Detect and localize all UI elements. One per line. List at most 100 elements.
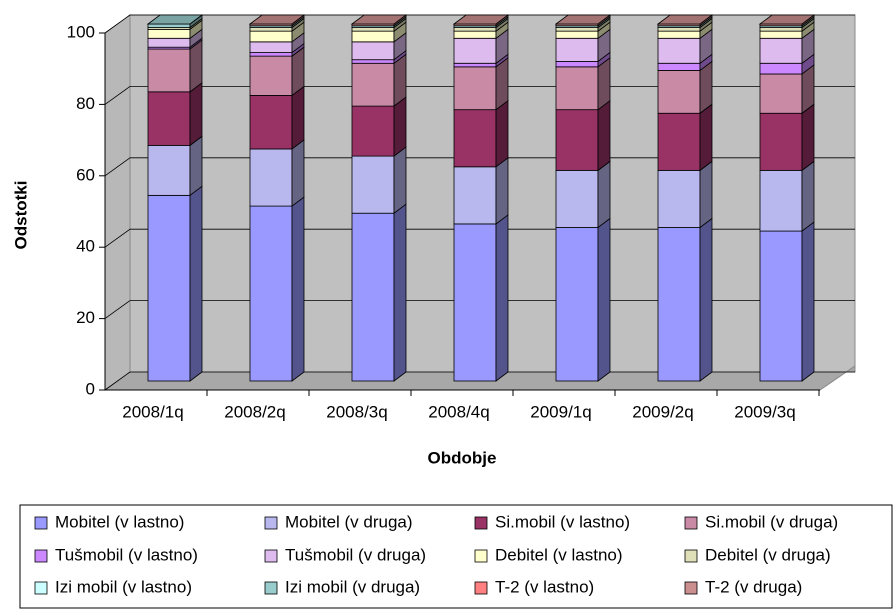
bar-side xyxy=(495,99,509,168)
bar-side xyxy=(189,82,203,147)
legend-label: Tušmobil (v druga) xyxy=(285,545,426,564)
x-tick-label: 2008/4q xyxy=(428,402,489,421)
bar-segment xyxy=(453,37,497,64)
y-tick-label: 40 xyxy=(76,237,95,256)
bar-segment xyxy=(657,227,701,382)
bar-segment xyxy=(555,37,599,62)
bar-top xyxy=(452,14,510,25)
legend-label: Izi mobil (v lastno) xyxy=(55,577,192,596)
bar-segment xyxy=(351,105,395,157)
bar-segment xyxy=(147,144,191,196)
legend-label: Si.mobil (v lastno) xyxy=(495,512,630,531)
x-tick-label: 2009/3q xyxy=(734,402,795,421)
bar-segment xyxy=(657,30,701,39)
bar-segment xyxy=(555,109,599,171)
bar-segment xyxy=(657,62,701,71)
bar-segment xyxy=(759,30,803,39)
y-tick-label: 80 xyxy=(76,94,95,113)
bar-segment xyxy=(249,95,293,150)
x-tick-label: 2008/2q xyxy=(224,402,285,421)
bar-segment xyxy=(657,112,701,171)
bar-side xyxy=(699,103,713,172)
x-tick-label: 2009/1q xyxy=(530,402,591,421)
legend-swatch xyxy=(34,516,48,530)
legend xyxy=(19,504,893,609)
legend-swatch xyxy=(34,581,48,595)
bar-segment xyxy=(759,37,803,64)
legend-swatch xyxy=(264,516,278,530)
bar-segment xyxy=(351,212,395,382)
bar-segment xyxy=(351,59,395,64)
grid-line xyxy=(104,86,855,105)
bar-top xyxy=(350,14,408,25)
bar-segment xyxy=(657,169,701,228)
bar-side xyxy=(597,217,611,382)
bar-segment xyxy=(759,230,803,382)
bar-segment xyxy=(759,73,803,114)
bar-side xyxy=(189,185,203,382)
legend-label: Si.mobil (v druga) xyxy=(705,512,838,531)
legend-swatch xyxy=(474,581,488,595)
bar-segment xyxy=(555,27,599,32)
bar-segment xyxy=(249,41,293,53)
legend-swatch xyxy=(684,581,698,595)
bar-segment xyxy=(657,27,701,32)
bar-segment xyxy=(249,52,293,57)
bar-segment xyxy=(555,227,599,382)
bar-segment xyxy=(147,23,191,28)
bar-segment xyxy=(453,27,497,32)
y-axis-title: Odstotki xyxy=(11,181,30,250)
bar-segment xyxy=(351,30,395,43)
bar-side xyxy=(699,217,713,382)
bar-segment xyxy=(147,194,191,382)
legend-swatch xyxy=(474,516,488,530)
bar-side xyxy=(801,160,815,232)
bar-side xyxy=(699,160,713,229)
bar-segment xyxy=(453,166,497,225)
legend-swatch xyxy=(684,549,698,563)
legend-label: Mobitel (v lastno) xyxy=(55,512,184,531)
bar-segment xyxy=(453,66,497,111)
grid-line xyxy=(104,228,855,248)
legend-swatch xyxy=(684,516,698,530)
bar-top xyxy=(248,14,306,25)
bar-side xyxy=(597,99,611,172)
bar-segment xyxy=(453,62,497,68)
bar-segment xyxy=(351,27,395,32)
bar-side xyxy=(393,146,407,215)
bar-segment xyxy=(555,30,599,39)
bar-side xyxy=(393,96,407,157)
bar-top xyxy=(554,14,612,25)
bar-side xyxy=(291,196,305,382)
bar-side xyxy=(189,135,203,197)
bar-side xyxy=(495,157,509,225)
bar-segment xyxy=(453,30,497,39)
bar-segment xyxy=(555,169,599,228)
bar-segment xyxy=(147,91,191,146)
bar-segment xyxy=(249,205,293,382)
x-axis-title: Obdobje xyxy=(428,448,497,467)
bar-side xyxy=(801,103,815,172)
y-tick-label: 100 xyxy=(67,22,95,41)
bar-segment xyxy=(249,30,293,43)
bar-segment xyxy=(555,61,599,68)
bar-segment xyxy=(453,109,497,168)
legend-label: Tušmobil (v lastno) xyxy=(55,545,198,564)
bar-side xyxy=(495,214,509,382)
grid-line xyxy=(104,300,855,319)
legend-swatch xyxy=(34,549,48,563)
grid-line xyxy=(104,157,855,177)
bar-side xyxy=(597,160,611,229)
bar-segment xyxy=(147,48,191,93)
legend-label: Debitel (v lastno) xyxy=(495,545,623,564)
grid-line xyxy=(104,14,855,34)
legend-label: T-2 (v lastno) xyxy=(495,577,594,596)
y-tick-label: 60 xyxy=(76,165,95,184)
y-tick-label: 0 xyxy=(86,379,95,398)
legend-swatch xyxy=(264,581,278,595)
bar-top xyxy=(146,14,204,25)
x-tick-label: 2009/2q xyxy=(632,402,693,421)
bar-segment xyxy=(351,155,395,214)
bar-segment xyxy=(351,62,395,107)
